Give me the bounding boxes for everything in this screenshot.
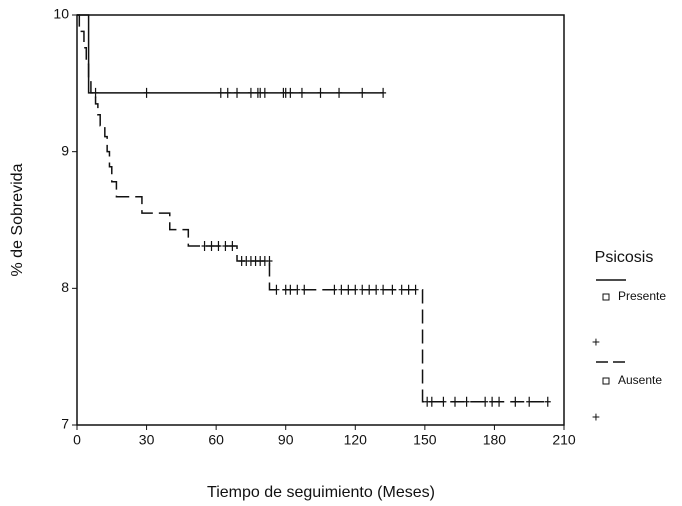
censor-mark — [301, 284, 308, 295]
legend-censor-symbol: + — [592, 409, 600, 425]
x-tick-label: 30 — [139, 432, 155, 448]
y-axis-label: % de Sobrevida — [9, 163, 26, 276]
x-tick-label: 120 — [344, 432, 368, 448]
y-tick-label: 9 — [61, 142, 69, 158]
censor-mark — [338, 284, 345, 295]
censor-mark — [380, 87, 387, 98]
censor-mark — [287, 284, 294, 295]
censor-mark — [234, 87, 241, 98]
legend-label: Ausente — [618, 373, 662, 387]
censor-mark — [92, 87, 99, 98]
censor-mark — [398, 284, 405, 295]
x-tick-label: 60 — [208, 432, 224, 448]
censor-mark — [544, 396, 551, 407]
censor-mark — [287, 87, 294, 98]
censor-mark — [224, 87, 231, 98]
censor-mark — [380, 284, 387, 295]
x-tick-label: 180 — [483, 432, 507, 448]
survival-curve — [77, 14, 548, 403]
censor-mark — [143, 87, 150, 98]
censor-mark — [294, 284, 301, 295]
censor-mark — [440, 396, 447, 407]
plot-frame — [76, 14, 565, 426]
censor-mark — [222, 240, 229, 251]
censor-mark — [489, 396, 496, 407]
censor-mark — [229, 240, 236, 251]
x-tick-label: 0 — [73, 432, 81, 448]
legend-symbol — [602, 377, 610, 385]
censor-mark — [463, 396, 470, 407]
censor-mark — [412, 284, 419, 295]
censor-mark — [317, 87, 324, 98]
censor-mark — [201, 240, 208, 251]
censor-mark — [359, 284, 366, 295]
censor-mark — [261, 87, 268, 98]
legend-symbol — [602, 293, 610, 301]
censor-mark — [526, 396, 533, 407]
censor-mark — [273, 284, 280, 295]
censor-mark — [366, 284, 373, 295]
legend-title: Psicosis — [595, 249, 654, 266]
censor-mark — [405, 284, 412, 295]
survival-curve — [77, 14, 384, 94]
censor-mark — [215, 240, 222, 251]
censor-mark — [352, 284, 359, 295]
censor-mark — [373, 284, 380, 295]
censor-mark — [336, 87, 343, 98]
censor-mark — [452, 396, 459, 407]
censor-mark — [217, 87, 224, 98]
x-tick-label: 210 — [552, 432, 576, 448]
y-tick-label: 10 — [53, 6, 69, 22]
censor-mark — [359, 87, 366, 98]
censor-mark — [512, 396, 519, 407]
censor-mark — [247, 87, 254, 98]
censor-mark — [345, 284, 352, 295]
censor-mark — [208, 240, 215, 251]
y-tick-label: 8 — [61, 279, 69, 295]
censor-mark — [331, 284, 338, 295]
legend-label: Presente — [618, 289, 666, 303]
censor-mark — [266, 256, 273, 266]
censor-mark — [428, 396, 435, 407]
x-tick-label: 90 — [278, 432, 294, 448]
censor-mark — [389, 284, 396, 295]
y-tick-label: 7 — [61, 416, 69, 432]
x-axis-label: Tiempo de seguimiento (Meses) — [207, 484, 435, 501]
censor-mark — [298, 87, 305, 98]
censor-mark — [482, 396, 489, 407]
x-tick-label: 150 — [413, 432, 437, 448]
legend-censor-symbol: + — [592, 334, 600, 350]
censor-mark — [496, 396, 503, 407]
